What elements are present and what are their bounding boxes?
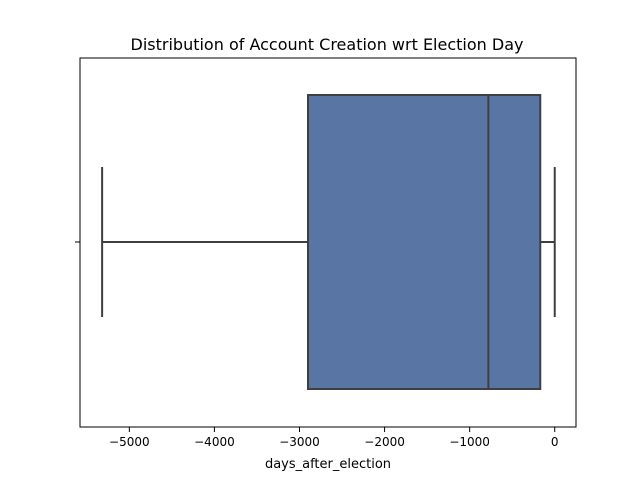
x-tick-label: −3000 <box>279 435 320 449</box>
x-tick-label: 0 <box>551 435 559 449</box>
x-tick-label: −4000 <box>194 435 235 449</box>
interquartile-box <box>307 94 542 390</box>
box-group <box>101 94 556 390</box>
x-tick-label: −1000 <box>449 435 490 449</box>
x-axis-ticks: −5000 −4000 −3000 −2000 −1000 0 <box>109 427 559 449</box>
x-tick-label: −5000 <box>109 435 150 449</box>
x-axis-label: days_after_election <box>265 457 391 472</box>
chart-title: Distribution of Account Creation wrt Ele… <box>131 35 524 54</box>
x-tick-label: −2000 <box>364 435 405 449</box>
